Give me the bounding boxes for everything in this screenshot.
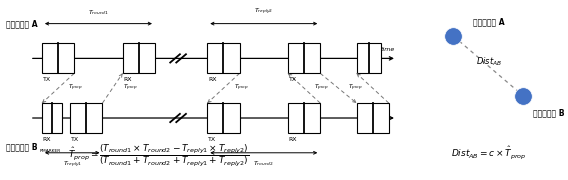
Text: RX: RX	[43, 137, 51, 142]
Bar	[70, 103, 102, 133]
Text: RMARKER: RMARKER	[40, 149, 61, 154]
Bar	[42, 103, 62, 133]
Text: RX: RX	[208, 77, 216, 82]
Text: $T_{reply2}$: $T_{reply2}$	[254, 7, 273, 17]
Text: time: time	[381, 47, 395, 52]
Text: $T_{prop}$: $T_{prop}$	[123, 83, 137, 93]
Bar	[288, 103, 320, 133]
Bar	[42, 44, 74, 73]
Text: TX: TX	[71, 137, 79, 142]
Text: TX: TX	[289, 77, 297, 82]
Text: 무인항공기 A: 무인항공기 A	[473, 17, 504, 26]
Text: TX: TX	[208, 137, 216, 142]
Text: $Dist_{AB} = c \times \hat{T}_{prop}$: $Dist_{AB} = c \times \hat{T}_{prop}$	[451, 144, 526, 161]
Text: $T_{prop}$: $T_{prop}$	[68, 83, 83, 93]
Bar	[357, 103, 389, 133]
Text: $\hat{T}_{prop} = \dfrac{(T_{round1} \times T_{round2} - T_{reply1} \times T_{re: $\hat{T}_{prop} = \dfrac{(T_{round1} \ti…	[68, 142, 249, 168]
Text: $T_{prop}$: $T_{prop}$	[233, 83, 248, 93]
Bar	[123, 44, 155, 73]
Text: 무인항공기 B: 무인항공기 B	[533, 108, 565, 117]
Text: $T_{reply1}$: $T_{reply1}$	[62, 159, 82, 170]
Point	[519, 95, 528, 98]
Bar	[207, 103, 240, 133]
Text: 무인항공기 A: 무인항공기 A	[6, 20, 37, 29]
Text: $T_{prop}$: $T_{prop}$	[348, 83, 364, 93]
Text: RX: RX	[289, 137, 297, 142]
Point	[449, 35, 458, 38]
Text: RX: RX	[123, 77, 132, 82]
Text: $T_{prop}$: $T_{prop}$	[314, 83, 329, 93]
Bar	[207, 44, 240, 73]
Bar	[357, 44, 381, 73]
Text: 무인항공기 B: 무인항공기 B	[6, 143, 37, 152]
Text: $T_{round2}$: $T_{round2}$	[253, 159, 274, 168]
Text: TX: TX	[43, 77, 51, 82]
Bar	[288, 44, 320, 73]
Text: $Dist_{AB}$: $Dist_{AB}$	[476, 56, 502, 68]
Text: $T_{round1}$: $T_{round1}$	[88, 8, 109, 17]
